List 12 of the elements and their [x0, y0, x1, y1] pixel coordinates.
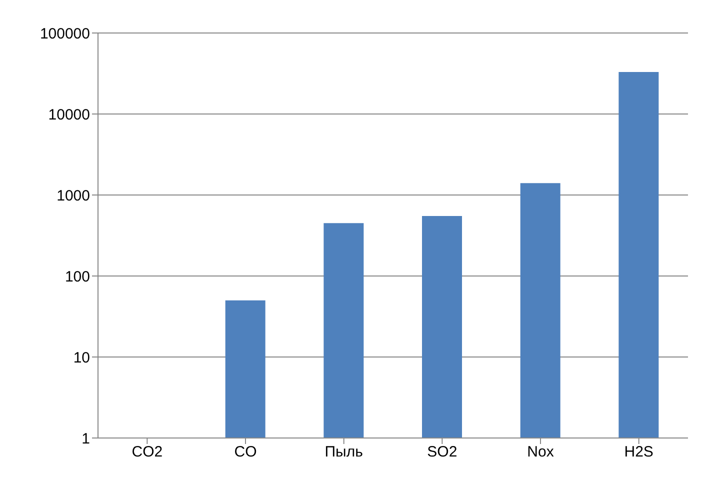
y-tick-label: 1 — [82, 430, 90, 448]
y-tick-label: 100000 — [40, 25, 90, 42]
y-tick-label: 100 — [64, 268, 90, 286]
y-tick-label: 10 — [73, 349, 90, 366]
x-tick-label: CO — [234, 444, 257, 461]
y-tick-label: 1000 — [56, 187, 90, 204]
x-tick-label: H2S — [624, 444, 654, 461]
x-tick-label: CO2 — [132, 444, 163, 461]
x-tick-label: Пыль — [324, 444, 364, 461]
x-tick-label: SO2 — [427, 444, 458, 461]
x-tick-label: Nox — [527, 444, 554, 461]
y-tick-label: 10000 — [48, 106, 90, 124]
